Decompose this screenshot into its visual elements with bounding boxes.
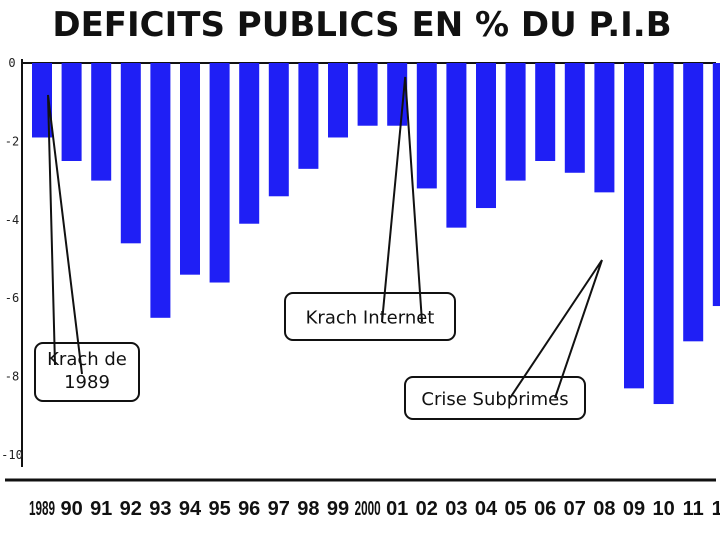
callout-box xyxy=(404,376,586,420)
bar-08 xyxy=(594,63,615,193)
x-tick-label: 08 xyxy=(593,498,615,520)
bar-09 xyxy=(624,63,644,389)
x-tick-label: 90 xyxy=(60,498,82,520)
x-tick-label: 09 xyxy=(623,498,645,520)
y-tick-label: -2 xyxy=(5,134,19,148)
bar-05 xyxy=(505,63,526,181)
bar-96 xyxy=(239,63,260,224)
bar-94 xyxy=(180,63,200,275)
callout-box xyxy=(34,342,140,402)
callout-pointer xyxy=(47,94,83,375)
x-tick-label: 11 xyxy=(683,498,704,520)
y-tick-label: 0 xyxy=(8,56,15,70)
x-tick-label: 96 xyxy=(238,498,260,520)
bar-97 xyxy=(268,63,289,197)
callout-text: Krach Internet xyxy=(306,308,435,329)
x-tick-label: 97 xyxy=(268,498,290,520)
x-tick-label: 1989 xyxy=(29,498,55,520)
x-tick-label: 07 xyxy=(564,498,586,520)
x-tick-label: 99 xyxy=(327,498,349,520)
bar-02 xyxy=(416,63,437,189)
callout-text: Crise Subprimes xyxy=(421,389,568,410)
bar-93 xyxy=(150,63,171,318)
bar-98 xyxy=(298,63,319,169)
x-tick-label: 98 xyxy=(297,498,319,520)
bar-2000 xyxy=(357,63,378,126)
callout-text: Krach de 1989 xyxy=(47,349,127,393)
x-tick-label: 93 xyxy=(149,498,171,520)
callout-pointer xyxy=(509,259,603,399)
annotations: Krach de 1989 Krach Internet Crise Subprime… xyxy=(34,76,603,420)
bar-90 xyxy=(61,63,82,161)
x-tick-label: 2000 xyxy=(355,498,381,520)
x-tick-label: 94 xyxy=(179,498,202,520)
x-tick-label: 92 xyxy=(120,498,142,520)
callout-pointer xyxy=(381,76,423,323)
callout-box xyxy=(284,292,456,341)
bar-1989 xyxy=(32,63,52,138)
y-tick-label: -8 xyxy=(5,370,19,384)
x-axis: 1989 90 91 92 93 94 95 96 97 98 99 2000 01 02 03 04 05 06… xyxy=(5,478,720,520)
x-tick-label: 05 xyxy=(504,498,526,520)
x-tick-label: 95 xyxy=(208,498,230,520)
bar-03 xyxy=(446,63,467,228)
x-tick-label: 02 xyxy=(416,498,438,520)
x-tick-label: 06 xyxy=(534,498,556,520)
annotation-2: Krach Internet xyxy=(284,76,456,341)
bar-07 xyxy=(564,63,585,173)
bar-10 xyxy=(653,63,674,405)
x-tick-label: 10 xyxy=(652,498,674,520)
bar-12 xyxy=(712,63,720,307)
x-tick-label: 04 xyxy=(475,498,498,520)
annotation-1: Krach de 1989 xyxy=(34,94,140,402)
chart-title: DEFICITS PUBLICS EN % DU P.I.B xyxy=(52,5,671,45)
y-tick-label: -6 xyxy=(5,291,19,305)
bar-04 xyxy=(476,63,496,209)
bar-99 xyxy=(328,63,348,138)
bars xyxy=(32,63,720,405)
annotation-3: Crise Subprimes xyxy=(404,259,603,420)
bar-11 xyxy=(683,63,704,342)
x-tick-label: 91 xyxy=(90,498,112,520)
bar-92 xyxy=(120,63,141,244)
x-tick-label: 01 xyxy=(386,498,408,520)
x-tick-label: 03 xyxy=(445,498,467,520)
y-tick-label: -10 xyxy=(1,448,23,462)
bar-95 xyxy=(209,63,230,283)
bar-06 xyxy=(535,63,556,161)
y-tick-label: -4 xyxy=(5,213,19,227)
bar-91 xyxy=(91,63,112,181)
x-tick-label: 12 xyxy=(712,498,720,520)
